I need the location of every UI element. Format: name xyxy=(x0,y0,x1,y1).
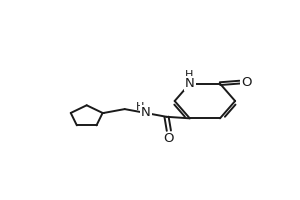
Text: H: H xyxy=(184,70,193,80)
Text: N: N xyxy=(185,77,195,90)
Text: O: O xyxy=(241,76,251,89)
Text: N: N xyxy=(141,106,151,119)
Text: O: O xyxy=(164,132,174,145)
Text: H: H xyxy=(136,102,145,112)
